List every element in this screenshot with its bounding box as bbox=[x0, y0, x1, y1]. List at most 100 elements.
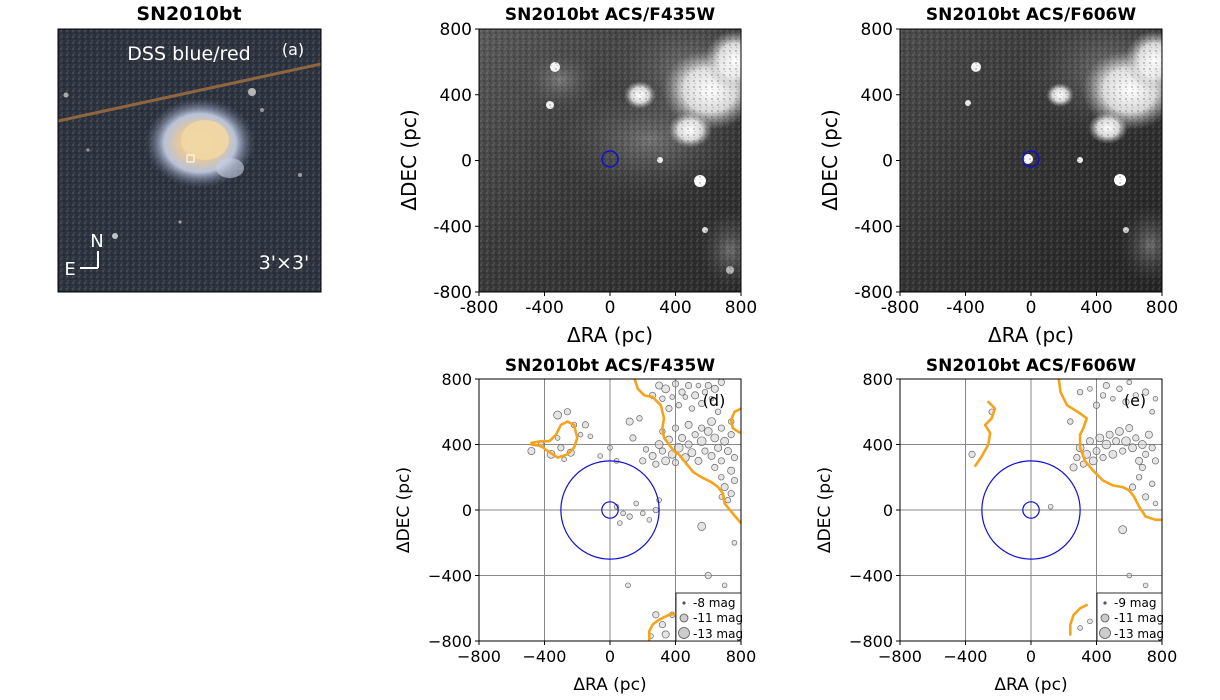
source-point bbox=[1132, 392, 1139, 399]
source-point bbox=[1137, 440, 1147, 449]
source-point bbox=[1105, 430, 1114, 439]
source-point bbox=[727, 490, 735, 498]
legend-entry-medium: -11 mag bbox=[693, 611, 743, 625]
source-point bbox=[1077, 625, 1083, 631]
source-point bbox=[688, 405, 696, 412]
panel-d-legend: -8 mag -11 mag -13 mag bbox=[675, 592, 743, 642]
y-tick-label: -400 bbox=[854, 217, 893, 237]
source-point bbox=[685, 381, 693, 390]
panel-e: SN2010bt ACS/F606W (e) -9 mag -11 mag -1… bbox=[815, 356, 1177, 695]
source-point bbox=[654, 440, 664, 449]
y-tick-label: 0 bbox=[462, 501, 472, 520]
source-point bbox=[691, 431, 699, 439]
source-point bbox=[727, 466, 736, 475]
panel-b: SN2010bt ACS/F435W -800 -400 0 400 800 -800 -4… bbox=[397, 5, 757, 347]
x-tick-label: 0 bbox=[1026, 647, 1036, 666]
panel-b-xlabel: ΔRA (pc) bbox=[567, 323, 653, 347]
source-point bbox=[720, 483, 729, 492]
panel-d-xlabel: ΔRA (pc) bbox=[573, 675, 646, 695]
panel-b-ylabel: ΔDEC (pc) bbox=[397, 109, 421, 210]
x-tick-label: 0 bbox=[605, 647, 615, 666]
x-tick-label: -800 bbox=[881, 298, 920, 318]
panel-d-ylabel: ΔDEC (pc) bbox=[394, 467, 414, 553]
source-point bbox=[721, 582, 728, 589]
source-point bbox=[671, 380, 680, 388]
panel-c: SN2010bt ACS/F606W -800 -400 0 400 800 -800 -4… bbox=[818, 5, 1178, 347]
source-point bbox=[633, 500, 639, 507]
x-tick-label: −400 bbox=[944, 647, 988, 666]
source-point bbox=[1076, 388, 1084, 396]
panel-a-tag: (a) bbox=[282, 40, 304, 59]
sn-radius-circle bbox=[981, 460, 1081, 560]
source-point bbox=[678, 388, 686, 396]
source-point bbox=[1095, 433, 1105, 443]
hst-f435w-image bbox=[479, 29, 741, 292]
legend-entry-small: -8 mag bbox=[693, 596, 735, 610]
y-tick-label: 400 bbox=[861, 86, 893, 106]
source-point bbox=[1126, 379, 1132, 386]
source-point bbox=[698, 424, 706, 432]
source-point bbox=[671, 424, 680, 432]
x-tick-label: −400 bbox=[523, 647, 567, 666]
source-point bbox=[707, 452, 716, 460]
source-point bbox=[714, 408, 722, 415]
source-point bbox=[1101, 439, 1112, 450]
source-point bbox=[1148, 444, 1156, 452]
source-point bbox=[717, 379, 725, 386]
y-tick-label: 400 bbox=[440, 86, 472, 106]
source-point bbox=[1092, 447, 1101, 455]
sn-radius-circle bbox=[601, 501, 619, 519]
y-tick-label: -400 bbox=[433, 217, 472, 237]
source-point bbox=[661, 384, 671, 394]
sn-position-marker bbox=[601, 150, 619, 168]
source-point bbox=[710, 384, 719, 393]
source-point bbox=[577, 431, 584, 438]
source-point bbox=[704, 571, 712, 580]
y-tick-label: 0 bbox=[461, 152, 472, 172]
source-point bbox=[727, 431, 735, 439]
panel-d-title: SN2010bt ACS/F435W bbox=[505, 356, 715, 376]
panel-b-axes: -800 -400 0 400 800 -800 -400 0 400 800 bbox=[433, 20, 757, 318]
source-point bbox=[714, 443, 723, 452]
y-tick-label: -800 bbox=[433, 283, 472, 303]
panel-c-ylabel: ΔDEC (pc) bbox=[818, 109, 842, 210]
source-point bbox=[629, 434, 637, 442]
panel-d-tag: (d) bbox=[703, 391, 726, 410]
panel-e-xlabel: ΔRA (pc) bbox=[994, 675, 1067, 695]
sn-radius-circle bbox=[1022, 501, 1040, 519]
x-tick-label: 0 bbox=[1026, 298, 1037, 318]
source-point bbox=[658, 447, 666, 455]
field-size-label: 3'×3' bbox=[259, 252, 310, 274]
source-point bbox=[1118, 525, 1128, 535]
panel-e-tag: (e) bbox=[1124, 391, 1146, 410]
source-point bbox=[1138, 463, 1146, 471]
source-point bbox=[684, 420, 693, 429]
source-point bbox=[687, 448, 697, 458]
x-tick-label: 800 bbox=[1147, 647, 1178, 666]
dss-image bbox=[58, 29, 321, 292]
source-point bbox=[597, 453, 603, 459]
hst-f606w-image bbox=[900, 29, 1162, 292]
source-point bbox=[684, 440, 693, 449]
y-tick-label: -800 bbox=[854, 283, 893, 303]
source-point bbox=[625, 417, 634, 426]
source-point bbox=[617, 520, 623, 526]
x-tick-label: 800 bbox=[1146, 298, 1178, 318]
source-point bbox=[527, 447, 536, 455]
legend-entry-large: -13 mag bbox=[1114, 627, 1164, 641]
source-point bbox=[1092, 401, 1101, 409]
source-point bbox=[730, 476, 739, 485]
source-point bbox=[1067, 418, 1074, 425]
density-contour bbox=[729, 407, 741, 435]
panel-d: SN2010bt ACS/F435W (d) -8 mag -11 mag -1… bbox=[394, 356, 756, 695]
source-point bbox=[1085, 437, 1094, 446]
source-point bbox=[720, 436, 729, 446]
source-point bbox=[1122, 398, 1130, 406]
source-point bbox=[1132, 434, 1140, 442]
source-point bbox=[1108, 449, 1118, 459]
source-point bbox=[587, 433, 594, 440]
source-point bbox=[553, 410, 562, 420]
sn-location-box bbox=[186, 154, 195, 163]
sn-position-marker bbox=[1022, 150, 1040, 168]
source-point bbox=[968, 450, 976, 458]
